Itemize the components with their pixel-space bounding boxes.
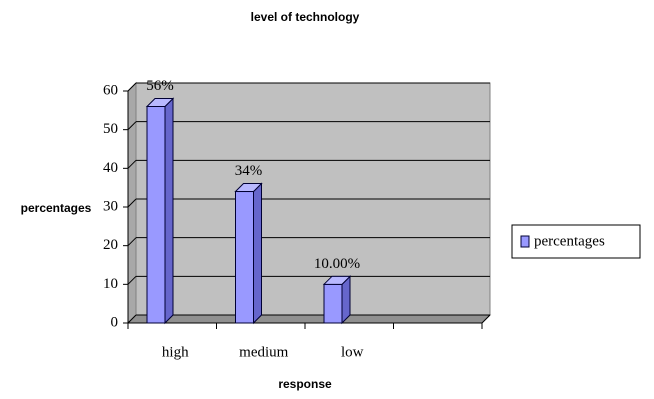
bar-side bbox=[253, 182, 262, 325]
x-tick-label: medium bbox=[239, 344, 288, 360]
grid-line bbox=[127, 275, 137, 285]
grid-line bbox=[127, 237, 137, 247]
grid-line bbox=[127, 314, 137, 324]
legend-swatch bbox=[520, 235, 530, 248]
bar-side bbox=[164, 97, 174, 325]
grid-line bbox=[127, 159, 137, 169]
y-tick-label: 20 bbox=[103, 237, 118, 253]
y-tick-label: 30 bbox=[103, 198, 118, 214]
bar-top bbox=[322, 275, 352, 285]
bar-top bbox=[145, 97, 175, 107]
y-tick-label: 10 bbox=[103, 276, 118, 292]
bar bbox=[235, 191, 254, 324]
legend-label: percentages bbox=[534, 233, 605, 249]
value-label: 34% bbox=[235, 163, 263, 179]
y-tick-label: 0 bbox=[111, 314, 119, 330]
y-axis-label: percentages bbox=[21, 201, 92, 215]
grid-line bbox=[127, 82, 137, 92]
x-tick-label: low bbox=[341, 344, 364, 360]
bar bbox=[146, 105, 166, 324]
grid-line bbox=[127, 198, 137, 208]
grid-line bbox=[127, 121, 137, 131]
y-tick-label: 40 bbox=[103, 160, 118, 176]
value-label: 10.00% bbox=[314, 256, 360, 272]
x-tick-label: high bbox=[162, 344, 189, 360]
x-axis-depth bbox=[481, 314, 491, 324]
floor bbox=[126, 314, 492, 324]
bar bbox=[323, 283, 343, 324]
legend-box bbox=[511, 224, 641, 259]
y-tick-label: 50 bbox=[103, 121, 118, 137]
value-label: 56% bbox=[146, 78, 174, 94]
y-tick-label: 60 bbox=[103, 82, 118, 98]
x-axis-label: response bbox=[278, 377, 332, 391]
chart-title: level of technology bbox=[251, 10, 360, 24]
bar-top bbox=[234, 183, 263, 193]
